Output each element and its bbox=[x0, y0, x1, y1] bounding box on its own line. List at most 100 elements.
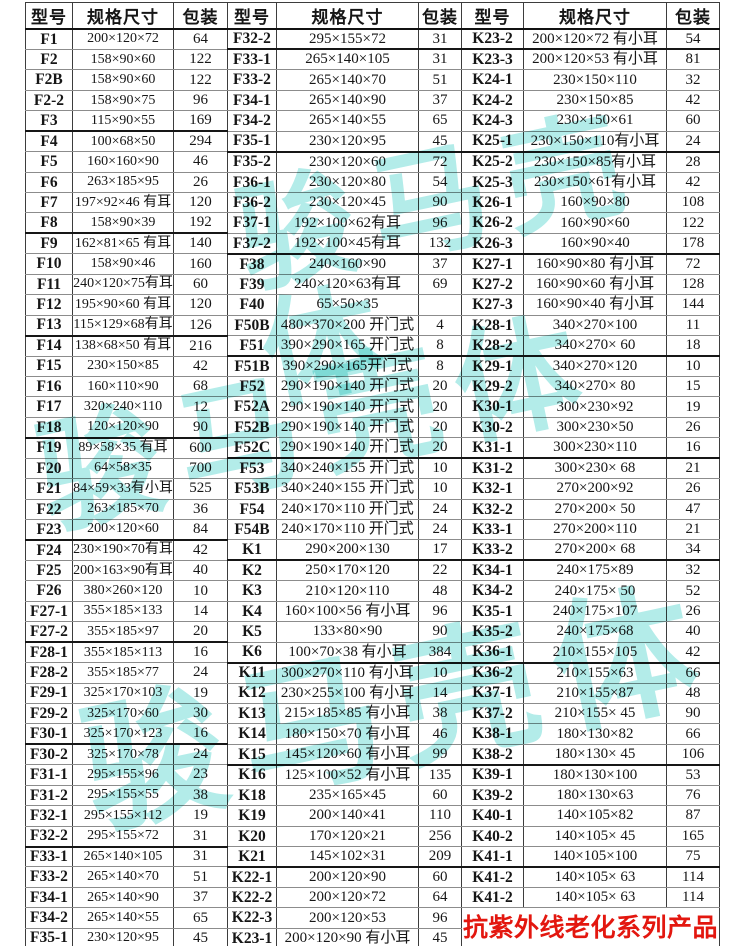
model-cell: K16 bbox=[227, 764, 277, 786]
size-cell: 380×260×120 bbox=[72, 580, 174, 602]
size-cell: 160×90×40 bbox=[523, 233, 667, 255]
table-row: F14 138×68×50 有耳 216 F51 390×290×165 开门式 8 K28… bbox=[25, 335, 720, 358]
model-cell: K41-2 bbox=[461, 887, 524, 909]
model-cell: F10 bbox=[25, 253, 73, 275]
size-cell: 300×230×92 bbox=[523, 396, 667, 418]
model-cell: K38-1 bbox=[461, 723, 524, 745]
model-cell: K31-1 bbox=[461, 437, 524, 460]
model-cell: F30-1 bbox=[25, 723, 73, 746]
size-cell: 340×270×120 bbox=[523, 356, 667, 377]
pack-cell: 144 bbox=[666, 294, 720, 316]
model-cell: F32-1 bbox=[25, 805, 73, 827]
pack-cell: 108 bbox=[666, 192, 720, 214]
model-cell: K29-2 bbox=[461, 376, 524, 398]
pack-cell: 54 bbox=[418, 172, 462, 194]
size-cell: 340×270× 60 bbox=[523, 335, 667, 358]
size-cell: 240×120×75有耳 bbox=[72, 274, 174, 296]
size-cell: 180×130× 45 bbox=[523, 744, 667, 766]
pack-cell: 120 bbox=[173, 192, 228, 214]
model-cell: F33-1 bbox=[227, 49, 277, 71]
model-cell: F27-1 bbox=[25, 601, 73, 623]
pack-cell: 54 bbox=[666, 29, 720, 51]
size-cell: 158×90×60 bbox=[72, 69, 174, 91]
pack-cell: 37 bbox=[173, 887, 228, 909]
model-cell: F51 bbox=[227, 335, 277, 358]
size-cell: 265×140×55 bbox=[276, 110, 419, 132]
model-cell: K28-2 bbox=[461, 335, 524, 358]
pack-cell: 256 bbox=[418, 826, 462, 848]
size-cell: 390×290×165开门式 bbox=[276, 356, 419, 377]
table-row: F2-2 158×90×75 96 F34-1 265×140×90 37 K24-2 230… bbox=[25, 90, 720, 112]
pack-cell: 37 bbox=[418, 90, 462, 112]
size-cell: 265×140×90 bbox=[276, 90, 419, 112]
size-cell: 230×150×85有小耳 bbox=[523, 151, 667, 173]
pack-cell: 122 bbox=[173, 69, 228, 91]
pack-cell: 53 bbox=[666, 764, 720, 786]
size-cell: 160×90×60 bbox=[523, 212, 667, 234]
pack-cell: 47 bbox=[666, 499, 720, 521]
header-row: 型号 规格尺寸 包装 型号 规格尺寸 包装 型号 规格尺寸 包装 bbox=[25, 2, 720, 30]
pack-cell: 38 bbox=[418, 703, 462, 725]
size-cell: 290×190×140 开门式 bbox=[276, 417, 419, 439]
model-cell: F5 bbox=[25, 151, 73, 173]
pack-cell: 24 bbox=[418, 519, 462, 541]
pack-cell: 90 bbox=[418, 621, 462, 643]
model-cell: K14 bbox=[227, 723, 277, 745]
model-cell: F30-2 bbox=[25, 744, 73, 766]
model-cell: K37-1 bbox=[461, 683, 524, 704]
size-cell: 145×120×60 有小耳 bbox=[276, 744, 419, 766]
size-cell: 200×140×41 bbox=[276, 805, 419, 827]
pack-cell: 294 bbox=[173, 131, 228, 153]
size-cell: 250×170×120 bbox=[276, 560, 419, 582]
pack-cell: 46 bbox=[173, 151, 228, 173]
size-cell: 340×270×100 bbox=[523, 315, 667, 337]
pack-cell: 24 bbox=[173, 662, 228, 684]
pack-cell: 10 bbox=[418, 458, 462, 480]
size-cell: 138×68×50 有耳 bbox=[72, 335, 174, 357]
size-cell: 265×140×105 bbox=[276, 49, 419, 71]
pack-cell: 160 bbox=[173, 253, 228, 275]
size-cell: 160×90×80 有小耳 bbox=[523, 253, 667, 275]
table-row: F7 197×92×46 有耳 120 F36-2 230×120×45 90 K26-1 1… bbox=[25, 192, 720, 214]
model-cell: F35-2 bbox=[227, 151, 277, 173]
model-cell: F15 bbox=[25, 356, 73, 377]
size-cell: 340×240×155 开门式 bbox=[276, 458, 419, 480]
pack-cell: 106 bbox=[666, 744, 720, 766]
pack-cell: 128 bbox=[666, 274, 720, 296]
model-cell: F24 bbox=[25, 539, 73, 561]
size-cell: 295×155×112 bbox=[72, 805, 174, 827]
pack-cell: 19 bbox=[173, 683, 228, 704]
pack-cell: 51 bbox=[173, 866, 228, 888]
size-cell: 210×155× 45 bbox=[523, 703, 667, 725]
pack-cell: 60 bbox=[666, 110, 720, 132]
spec-table: 型号 规格尺寸 包装 型号 规格尺寸 包装 型号 规格尺寸 包装 F1 200×120×72 64 F… bbox=[25, 2, 720, 946]
pack-cell: 12 bbox=[173, 396, 228, 418]
pack-cell: 122 bbox=[666, 212, 720, 234]
pack-cell: 24 bbox=[418, 499, 462, 521]
pack-cell: 96 bbox=[173, 90, 228, 112]
table-row: F2B 158×90×60 122 F33-2 265×140×70 51 K24-1 230… bbox=[25, 69, 720, 91]
table-row: F10 158×90×46 160 F38 240×160×90 37 K27-1 160×9… bbox=[25, 253, 720, 275]
model-cell: F36-2 bbox=[227, 192, 277, 214]
pack-cell: 11 bbox=[666, 315, 720, 337]
model-cell: F34-2 bbox=[25, 907, 73, 929]
size-cell: 200×120×90 bbox=[276, 866, 419, 888]
table-row: F2 158×90×60 122 F33-1 265×140×105 31 K23-3 200… bbox=[25, 49, 720, 71]
model-cell: K1 bbox=[227, 539, 277, 562]
table-row: F30-1 325×170×123 16 K14 180×150×70 有小耳 46 K38… bbox=[25, 723, 720, 746]
pack-cell: 20 bbox=[418, 437, 462, 460]
size-cell: 200×120×90 有小耳 bbox=[276, 928, 419, 946]
pack-cell: 42 bbox=[173, 539, 228, 561]
model-cell: F4 bbox=[25, 131, 73, 153]
pack-cell: 26 bbox=[666, 478, 720, 500]
model-cell: K25-3 bbox=[461, 172, 524, 194]
model-cell: K25-1 bbox=[461, 131, 524, 153]
size-cell: 192×100×45有耳 bbox=[276, 233, 419, 255]
size-cell: 180×150×70 有小耳 bbox=[276, 723, 419, 745]
pack-cell: 24 bbox=[173, 744, 228, 766]
pack-cell: 10 bbox=[173, 580, 228, 602]
pack-cell: 99 bbox=[418, 744, 462, 766]
table-row: F25 200×163×90有耳 40 K2 250×170×120 22 K34-1 240… bbox=[25, 560, 720, 582]
pack-cell: 10 bbox=[418, 662, 462, 684]
pack-cell: 15 bbox=[666, 376, 720, 398]
